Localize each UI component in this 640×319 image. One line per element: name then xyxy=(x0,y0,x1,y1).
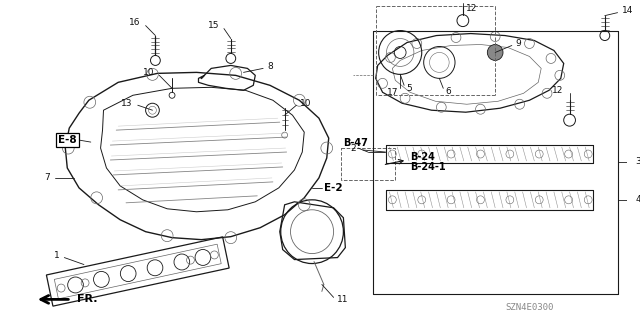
Text: 11: 11 xyxy=(337,295,348,304)
Text: 8: 8 xyxy=(267,62,273,71)
Text: B-47: B-47 xyxy=(344,138,368,148)
Text: 10: 10 xyxy=(143,68,154,77)
Text: 1: 1 xyxy=(54,251,60,260)
Bar xyxy=(342,148,396,180)
Text: 16: 16 xyxy=(129,18,141,27)
Text: 17: 17 xyxy=(387,88,398,97)
Circle shape xyxy=(487,45,503,60)
Text: E-2: E-2 xyxy=(324,183,342,193)
Text: 14: 14 xyxy=(621,6,633,15)
Text: 13: 13 xyxy=(122,99,133,108)
Text: B-24-1: B-24-1 xyxy=(410,162,445,172)
Text: 15: 15 xyxy=(207,21,219,30)
Text: 12: 12 xyxy=(466,4,477,13)
Text: FR.: FR. xyxy=(77,294,97,304)
Text: SZN4E0300: SZN4E0300 xyxy=(505,303,554,312)
Text: 3: 3 xyxy=(635,158,640,167)
Text: 10: 10 xyxy=(300,99,312,108)
Text: 9: 9 xyxy=(516,39,522,48)
Text: E-8: E-8 xyxy=(58,135,77,145)
Text: 2: 2 xyxy=(351,144,356,152)
Text: B-24: B-24 xyxy=(410,152,435,162)
Text: 12: 12 xyxy=(552,86,564,95)
Text: 4: 4 xyxy=(635,195,640,204)
Text: 5: 5 xyxy=(406,84,412,93)
Text: 7: 7 xyxy=(44,174,50,182)
Text: 6: 6 xyxy=(445,87,451,96)
